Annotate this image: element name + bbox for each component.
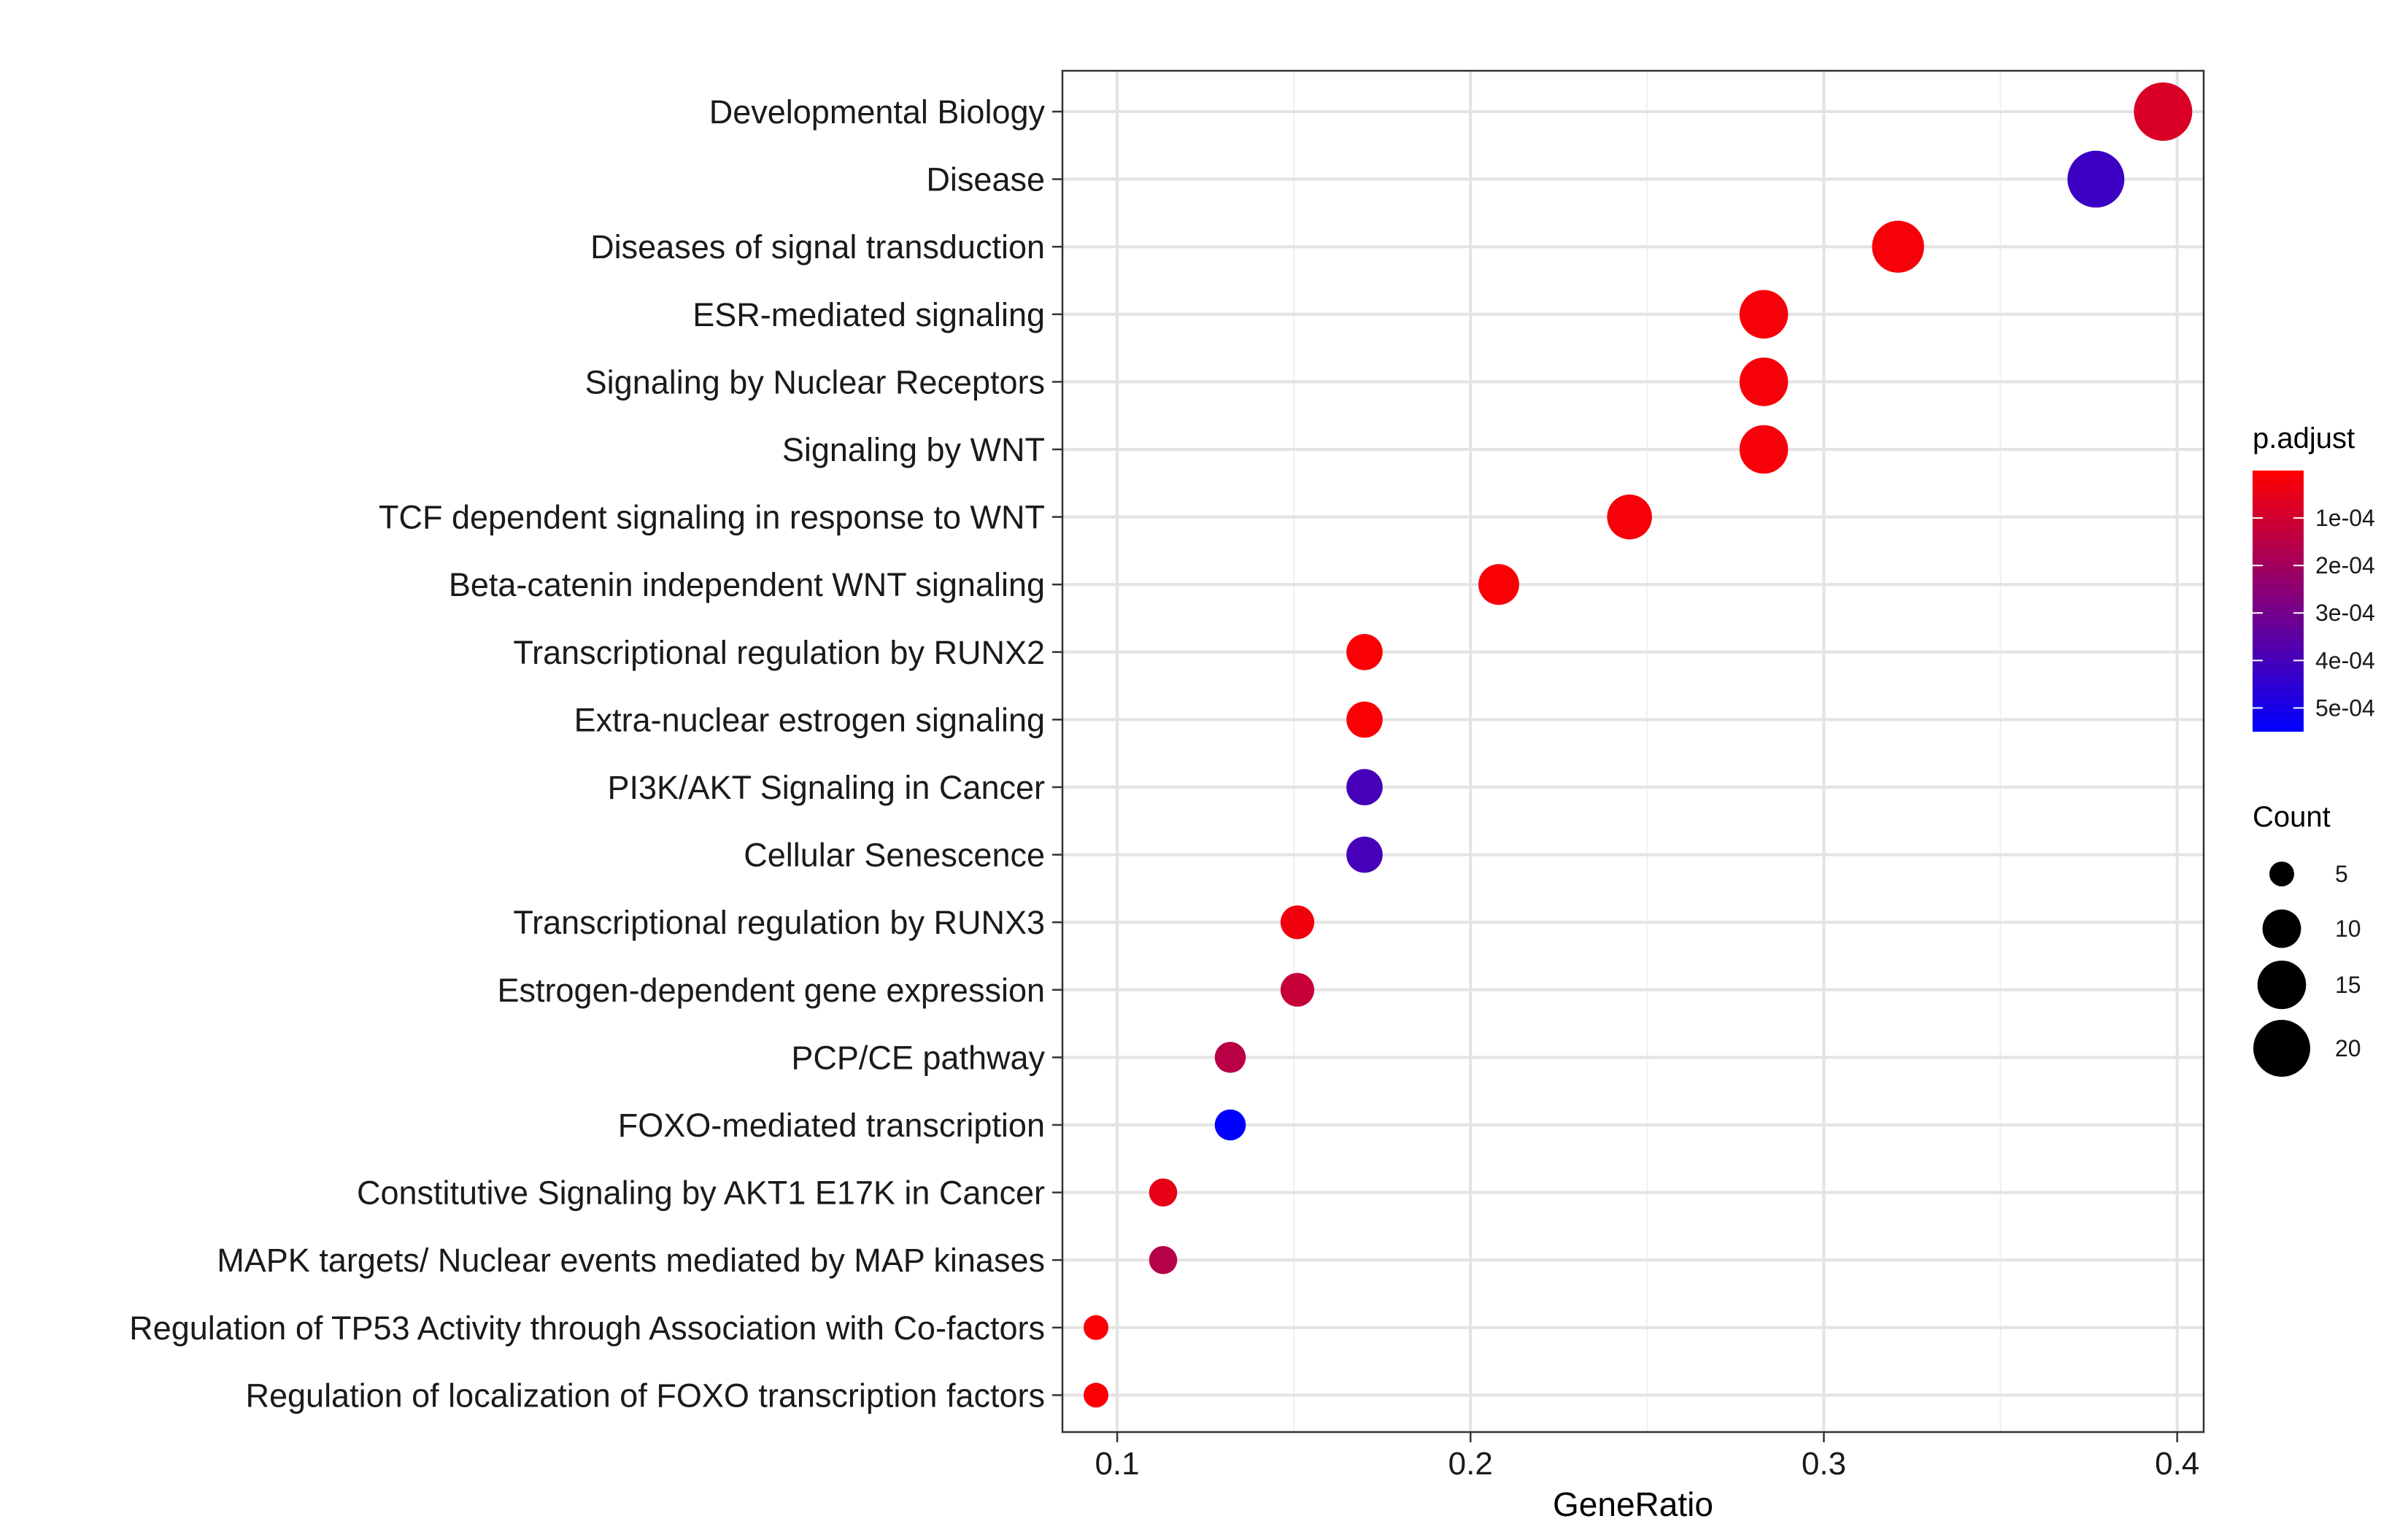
data-point (1280, 905, 1315, 940)
plot-panel-border (1061, 69, 2205, 1434)
colorbar-tick-label: 3e-04 (2315, 600, 2375, 626)
y-tick-label: Constitutive Signaling by AKT1 E17K in C… (357, 1175, 1045, 1212)
y-tick-label: Regulation of TP53 Activity through Asso… (129, 1309, 1045, 1347)
y-tick-label: TCF dependent signaling in response to W… (379, 499, 1045, 536)
y-tick-label: Disease (926, 161, 1045, 198)
data-point (1872, 220, 1924, 273)
data-point (1346, 836, 1383, 873)
data-point (1214, 1042, 1246, 1073)
data-point (1214, 1109, 1246, 1141)
data-point (1739, 425, 1788, 474)
y-tick-label: Cellular Senescence (744, 837, 1045, 874)
x-tick-label: 0.4 (2155, 1446, 2199, 1482)
data-point (2134, 82, 2193, 141)
data-point (1084, 1382, 1108, 1408)
data-point (2067, 150, 2125, 208)
size-legend: Count 5 10 15 20 (2253, 801, 2361, 1077)
x-tick-label: 0.2 (1448, 1446, 1493, 1482)
y-tick-label: Transcriptional regulation by RUNX2 (513, 634, 1045, 671)
size-legend-dot (2257, 960, 2307, 1010)
x-axis-title: GeneRatio (1553, 1485, 1713, 1523)
size-legend-title: Count (2253, 801, 2331, 833)
data-point (1346, 633, 1383, 670)
size-legend-label: 20 (2335, 1035, 2361, 1061)
minor-gridlines (1293, 71, 2002, 1432)
y-tick-label: Beta-catenin independent WNT signaling (449, 566, 1045, 603)
size-legend-label: 15 (2335, 972, 2361, 998)
y-tick-label: PI3K/AKT Signaling in Cancer (607, 769, 1045, 806)
data-point (1607, 494, 1652, 540)
size-legend-label: 5 (2335, 861, 2348, 887)
data-point (1478, 564, 1519, 606)
data-point (1149, 1245, 1178, 1274)
y-tick-label: Extra-nuclear estrogen signaling (574, 701, 1045, 738)
size-legend-items: 5 10 15 20 (2253, 861, 2361, 1077)
data-point (1149, 1178, 1178, 1207)
y-tick-label: Regulation of localization of FOXO trans… (245, 1377, 1045, 1414)
size-legend-dot (2253, 1020, 2310, 1077)
x-tick-label: 0.1 (1095, 1446, 1139, 1482)
x-tick-label: 0.3 (1802, 1446, 1846, 1482)
color-legend-bar (2253, 471, 2304, 732)
y-tick-label: FOXO-mediated transcription (618, 1107, 1045, 1144)
data-point (1280, 972, 1315, 1007)
data-point (1346, 701, 1383, 738)
y-axis: Developmental Biology Disease Diseases of … (129, 93, 1062, 1414)
y-tick-label: Signaling by WNT (782, 431, 1045, 468)
data-point (1346, 769, 1383, 805)
colorbar-tick-label: 4e-04 (2315, 647, 2375, 673)
color-legend-ticks: 1e-04 2e-04 3e-04 4e-04 5e-04 (2253, 505, 2375, 721)
data-point (1739, 357, 1788, 406)
color-legend: p.adjust 1e-04 2e-04 3e-04 4e-04 5e-04 (2253, 422, 2375, 732)
data-point (1739, 290, 1788, 339)
colorbar-tick-label: 1e-04 (2315, 505, 2375, 531)
y-tick-label: Estrogen-dependent gene expression (497, 972, 1045, 1009)
x-axis: 0.1 0.2 0.3 0.4 (1095, 1432, 2199, 1482)
size-legend-dot (2262, 909, 2301, 948)
size-legend-dot (2269, 862, 2294, 886)
y-tick-label: MAPK targets/ Nuclear events mediated by… (217, 1242, 1045, 1279)
colorbar-tick-label: 5e-04 (2315, 695, 2375, 721)
y-tick-label: Diseases of signal transduction (590, 228, 1045, 266)
y-tick-label: ESR-mediated signaling (692, 296, 1045, 333)
plot-panel (1062, 71, 2204, 1432)
colorbar-tick-label: 2e-04 (2315, 552, 2375, 579)
y-tick-label: PCP/CE pathway (791, 1039, 1045, 1076)
data-point (1084, 1315, 1108, 1340)
size-legend-label: 10 (2335, 916, 2361, 942)
color-legend-title: p.adjust (2253, 422, 2355, 454)
y-tick-label: Developmental Biology (709, 93, 1046, 131)
y-tick-label: Transcriptional regulation by RUNX3 (513, 904, 1045, 941)
data-points (1084, 82, 2193, 1408)
y-tick-label: Signaling by Nuclear Receptors (585, 363, 1045, 401)
